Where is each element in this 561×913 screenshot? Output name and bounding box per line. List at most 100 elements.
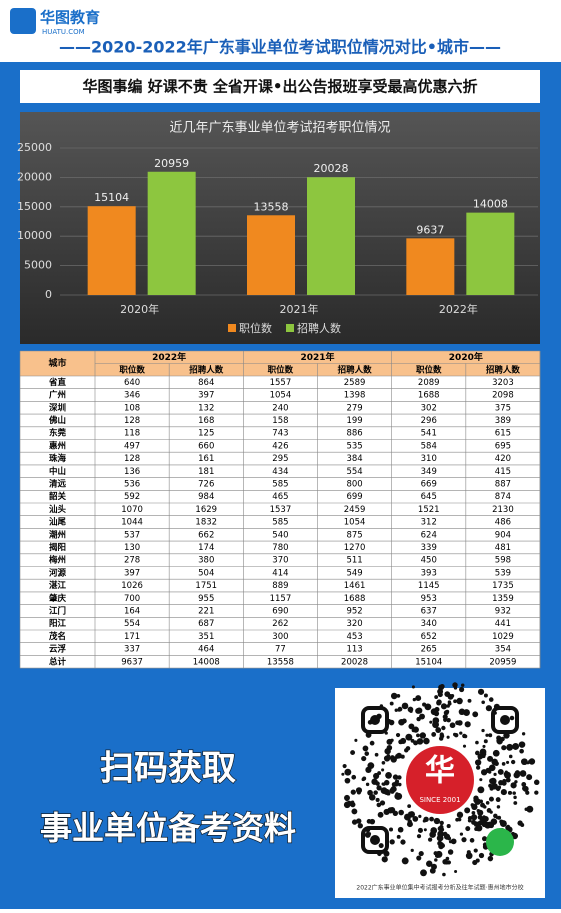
table-cell: 296	[421, 416, 437, 426]
qr-dot	[376, 802, 382, 808]
qr-dot	[436, 699, 442, 705]
qr-dot	[383, 808, 390, 816]
table-cell: 497	[124, 441, 140, 451]
table-cell: 389	[495, 416, 511, 426]
qr-dot	[488, 697, 494, 702]
table-cell: 1398	[344, 391, 366, 401]
qr-dot	[474, 798, 481, 805]
qr-dot	[390, 692, 398, 700]
qr-dot	[357, 823, 363, 829]
table-cell: 262	[272, 619, 288, 629]
table-cell: 864	[198, 378, 214, 388]
table-cell: 300	[272, 632, 288, 642]
qr-dot	[465, 852, 473, 860]
qr-dot	[395, 732, 401, 738]
qr-dot	[412, 816, 419, 822]
table-cell: 130	[124, 543, 140, 553]
sub-header: 职位数	[416, 364, 442, 375]
qr-dot	[506, 760, 510, 764]
qr-dot	[439, 842, 444, 847]
data-label: 9637	[416, 223, 444, 236]
city-name: 湛江	[49, 580, 67, 591]
qr-dot	[510, 782, 517, 789]
table-cell: 414	[272, 568, 288, 578]
qr-dot	[381, 760, 386, 765]
qr-dot	[377, 811, 384, 818]
chart-title: 近几年广东事业单位考试招考职位情况	[169, 121, 390, 136]
qr-dot	[429, 816, 434, 822]
qr-dot	[361, 756, 367, 762]
table-cell: 346	[124, 391, 140, 401]
city-name: 揭阳	[49, 542, 66, 553]
city-name: 惠州	[49, 440, 66, 451]
table-cell: 380	[198, 556, 214, 566]
table-cell: 2459	[344, 505, 366, 515]
qr-logo: 华	[425, 754, 455, 789]
qr-dot	[346, 800, 352, 807]
qr-dot	[488, 733, 493, 738]
table-cell: 171	[124, 632, 140, 642]
qr-dot	[483, 739, 488, 744]
qr-dot	[418, 850, 424, 857]
table-cell: 637	[421, 606, 437, 616]
qr-dot	[344, 777, 351, 784]
qr-dot	[447, 700, 452, 704]
legend-label: 职位数	[239, 321, 272, 335]
qr-dot	[459, 731, 463, 735]
table-cell: 77	[275, 645, 286, 655]
qr-dot	[366, 819, 372, 824]
qr-finder	[361, 826, 389, 854]
table-cell: 265	[421, 645, 437, 655]
table-cell: 375	[495, 403, 511, 413]
table-cell: 955	[198, 594, 214, 604]
table-cell: 9637	[121, 657, 143, 667]
table-cell: 535	[346, 441, 362, 451]
table-cell: 349	[421, 467, 437, 477]
table-cell: 295	[272, 454, 288, 464]
city-name: 广州	[49, 390, 66, 401]
qr-dot	[434, 858, 438, 862]
table-cell: 953	[421, 594, 437, 604]
qr-dot	[416, 855, 422, 861]
table-cell: 624	[421, 530, 437, 540]
qr-dot	[400, 737, 407, 744]
qr-dot	[396, 834, 401, 839]
table-cell: 690	[272, 606, 288, 616]
qr-dot	[415, 695, 422, 702]
qr-dot	[462, 744, 467, 748]
qr-dot	[344, 796, 350, 801]
qr-dot	[459, 686, 465, 693]
table-cell: 1070	[121, 505, 143, 515]
qr-dot	[485, 733, 489, 737]
qr-dot	[367, 789, 373, 796]
table-cell: 554	[124, 619, 140, 629]
table-cell: 441	[495, 619, 511, 629]
city-name: 韶关	[49, 491, 67, 502]
qr-dot	[417, 827, 423, 833]
qr-dot	[424, 703, 432, 711]
table-cell: 397	[198, 391, 214, 401]
table-cell: 434	[272, 467, 288, 477]
qr-dot	[355, 787, 363, 794]
qr-dot	[430, 708, 438, 716]
qr-dot	[394, 708, 398, 712]
table-cell: 1044	[121, 518, 143, 528]
qr-dot	[482, 816, 489, 822]
qr-dot	[407, 804, 412, 808]
table-cell: 726	[198, 479, 214, 489]
y-tick-label: 20000	[17, 170, 52, 183]
table-cell: 118	[124, 429, 140, 439]
table-cell: 312	[421, 518, 437, 528]
qr-dot	[404, 748, 409, 753]
qr-dot	[374, 752, 379, 757]
qr-dot	[395, 753, 401, 759]
qr-dot	[429, 720, 433, 724]
qr-dot	[513, 795, 517, 800]
table-cell: 1359	[492, 594, 514, 604]
qr-dot	[513, 801, 518, 805]
x-tick-label: 2020年	[120, 302, 159, 316]
bar	[147, 171, 196, 295]
qr-dot	[477, 786, 485, 794]
table-cell: 340	[421, 619, 437, 629]
